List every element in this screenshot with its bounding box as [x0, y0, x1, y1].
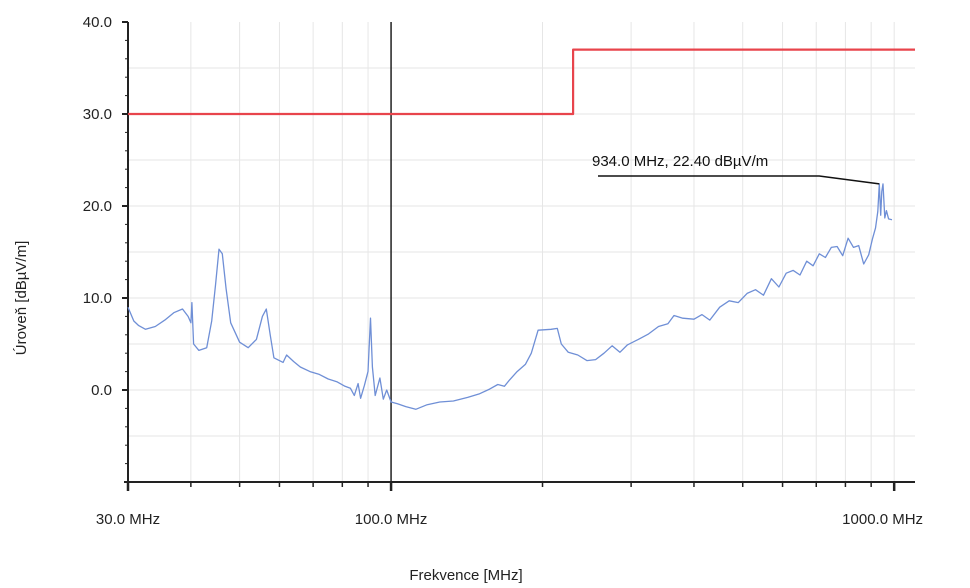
y-tick-label: 10.0 [83, 290, 112, 307]
x-tick-label: 100.0 MHz [355, 511, 428, 528]
y-tick-label: 0.0 [91, 382, 112, 399]
limit-line [128, 48, 915, 116]
peak-annotation-label: 934.0 MHz, 22.40 dBµV/m [592, 153, 768, 170]
y-tick-label: 30.0 [83, 106, 112, 123]
y-ticks: 0.0 10.0 20.0 30.0 40.0 [83, 14, 128, 483]
y-tick-label: 20.0 [83, 198, 112, 215]
y-tick-label: 40.0 [83, 14, 112, 31]
grid [128, 22, 915, 482]
axes [124, 22, 915, 488]
annotations: 934.0 MHz, 22.40 dBµV/m [592, 153, 880, 185]
x-ticks: 30.0 MHz 100.0 MHz 1000.0 MHz [96, 482, 923, 528]
annotation-leader-line [598, 175, 880, 185]
series [127, 48, 915, 410]
x-tick-label: 30.0 MHz [96, 511, 160, 528]
y-axis-label: Úroveň [dBµV/m] [13, 241, 30, 356]
measurement-line [127, 183, 893, 410]
x-axis-label: Frekvence [MHz] [409, 567, 522, 584]
x-tick-label: 1000.0 MHz [842, 511, 923, 528]
